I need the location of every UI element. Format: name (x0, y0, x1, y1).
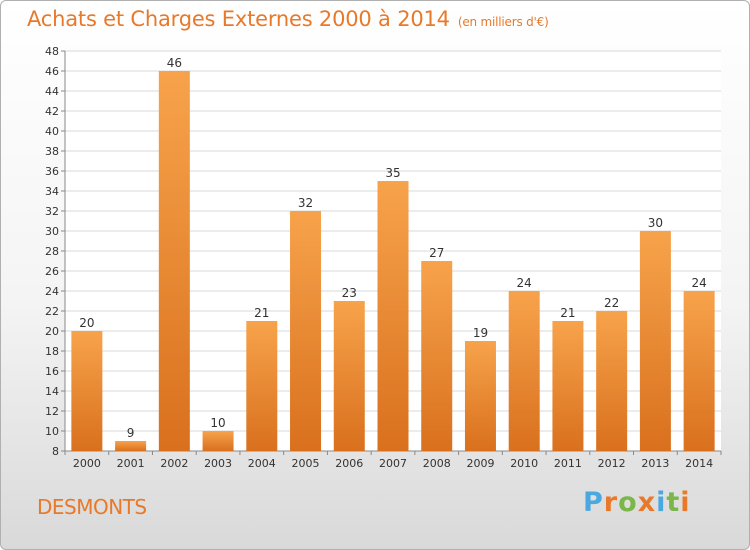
logo-letter: r (603, 487, 619, 518)
y-tick-label: 28 (45, 245, 59, 258)
logo-letter: t (666, 487, 681, 518)
x-tick-label: 2003 (204, 457, 232, 470)
x-tick-label: 2013 (641, 457, 669, 470)
data-label: 27 (429, 246, 444, 260)
x-tick-label: 2000 (73, 457, 101, 470)
bar (464, 341, 496, 451)
data-label: 21 (254, 306, 269, 320)
chart-title: Achats et Charges Externes 2000 à 2014 (e… (27, 7, 549, 31)
chart-title-text: Achats et Charges Externes 2000 à 2014 (27, 7, 450, 31)
y-tick-label: 30 (45, 225, 59, 238)
bar (377, 181, 409, 451)
data-label: 24 (517, 276, 532, 290)
y-tick-label: 16 (45, 365, 59, 378)
commune-name: DESMONTS (37, 495, 147, 519)
y-tick-label: 20 (45, 325, 59, 338)
y-tick-label: 10 (45, 425, 59, 438)
bar (158, 71, 190, 451)
x-tick-label: 2006 (335, 457, 363, 470)
y-tick-label: 24 (45, 285, 59, 298)
logo-letter: o (618, 487, 638, 518)
y-tick-label: 44 (45, 85, 59, 98)
x-tick-label: 2008 (423, 457, 451, 470)
bar (508, 291, 540, 451)
bar (421, 261, 453, 451)
y-tick-label: 26 (45, 265, 59, 278)
x-tick-label: 2007 (379, 457, 407, 470)
data-label: 23 (342, 286, 357, 300)
y-tick-label: 22 (45, 305, 59, 318)
proxiti-logo: Proxiti (583, 487, 691, 518)
x-tick-label: 2005 (292, 457, 320, 470)
data-label: 21 (560, 306, 575, 320)
y-tick-label: 32 (45, 205, 59, 218)
y-tick-label: 48 (45, 45, 59, 58)
bar (333, 301, 365, 451)
y-tick-label: 38 (45, 145, 59, 158)
data-label: 46 (167, 56, 182, 70)
x-tick-label: 2010 (510, 457, 538, 470)
data-label: 32 (298, 196, 313, 210)
logo-letter: P (583, 487, 604, 518)
x-tick-label: 2014 (685, 457, 713, 470)
bar (596, 311, 628, 451)
bar (71, 331, 103, 451)
y-tick-label: 40 (45, 125, 59, 138)
bar (683, 291, 715, 451)
data-label: 10 (210, 416, 225, 430)
x-tick-label: 2004 (248, 457, 276, 470)
y-tick-label: 46 (45, 65, 59, 78)
x-tick-label: 2009 (466, 457, 494, 470)
logo-letter: x (637, 487, 657, 518)
data-label: 9 (127, 426, 135, 440)
y-tick-label: 36 (45, 165, 59, 178)
data-label: 19 (473, 326, 488, 340)
data-label: 30 (648, 216, 663, 230)
x-tick-label: 2001 (117, 457, 145, 470)
bar (202, 431, 234, 451)
y-tick-label: 8 (52, 445, 59, 458)
data-label: 20 (79, 316, 94, 330)
x-tick-label: 2012 (598, 457, 626, 470)
y-tick-label: 14 (45, 385, 59, 398)
data-label: 35 (385, 166, 400, 180)
x-tick-label: 2011 (554, 457, 582, 470)
data-label: 24 (691, 276, 706, 290)
y-tick-label: 12 (45, 405, 59, 418)
logo-letter: i (656, 487, 667, 518)
bar (639, 231, 671, 451)
data-label: 22 (604, 296, 619, 310)
bar (115, 441, 147, 451)
logo-letter: i (680, 487, 691, 518)
bar (246, 321, 278, 451)
bar (290, 211, 322, 451)
y-tick-label: 18 (45, 345, 59, 358)
chart-subtitle: (en milliers d'€) (457, 15, 549, 29)
x-tick-label: 2002 (160, 457, 188, 470)
y-tick-label: 34 (45, 185, 59, 198)
bar (552, 321, 584, 451)
y-tick-label: 42 (45, 105, 59, 118)
